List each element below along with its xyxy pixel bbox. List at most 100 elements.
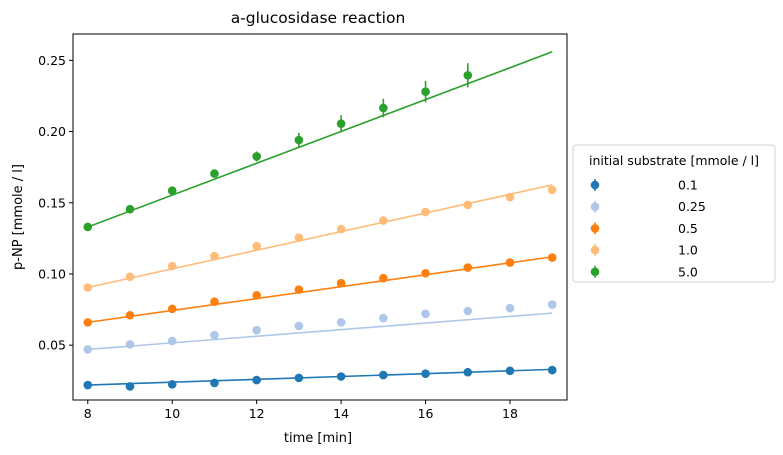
data-point [167, 261, 177, 271]
data-point [379, 216, 388, 225]
data-point [125, 204, 135, 214]
legend-item: 0.1 [590, 178, 698, 193]
data-point [125, 340, 135, 349]
fit-line [87, 312, 553, 351]
data-point [547, 300, 557, 309]
data-point [294, 373, 304, 383]
data-point [336, 372, 346, 381]
fit-line [87, 256, 553, 324]
legend-label: 0.25 [678, 199, 706, 214]
data-point [421, 369, 430, 378]
data-point [379, 273, 388, 283]
x-axis-label: time [min] [284, 431, 352, 446]
legend-marker [590, 267, 600, 277]
legend-label: 1.0 [678, 243, 698, 258]
data-point [210, 330, 219, 340]
legend-frame [572, 144, 776, 283]
y-tick-label: 0.10 [38, 266, 66, 281]
data-point [252, 241, 261, 251]
data-point [167, 380, 177, 389]
data-point [83, 318, 93, 327]
data-point [210, 169, 219, 178]
data-point [167, 304, 177, 314]
legend-item: 1.0 [590, 243, 698, 258]
data-point [83, 222, 93, 232]
fit-line [87, 368, 553, 386]
data-point [83, 380, 93, 390]
data-point [463, 306, 473, 316]
series-0.5 [83, 253, 557, 327]
y-tick-label: 0.25 [38, 53, 66, 68]
data-point [379, 313, 388, 323]
data-point [125, 272, 135, 282]
x-axis: 8 10 12 14 16 18 [84, 400, 518, 421]
legend-item: 5.0 [590, 264, 698, 279]
data-point [336, 318, 346, 327]
data-point [463, 263, 473, 272]
data-point [252, 291, 261, 300]
data-point [210, 378, 219, 388]
series-0.1 [83, 365, 557, 391]
legend-item: 0.25 [590, 199, 706, 214]
data-point [421, 87, 430, 96]
x-tick-label: 18 [502, 406, 518, 421]
y-axis-label: p-NP [mmole / l] [11, 164, 26, 270]
data-point [252, 375, 261, 385]
data-point [294, 321, 304, 331]
data-point [463, 70, 473, 80]
x-tick-label: 16 [418, 406, 434, 421]
data-point [463, 200, 473, 210]
data-point [336, 224, 346, 234]
legend-title: initial substrate [mmole / l] [589, 153, 759, 168]
data-point [336, 119, 346, 129]
legend-item: 0.5 [590, 221, 698, 236]
data-point [167, 186, 177, 195]
fit-line [87, 51, 553, 228]
legend: initial substrate [mmole / l] 0.1 0.25 0.5… [572, 144, 776, 283]
x-tick-label: 8 [84, 406, 92, 421]
data-point [421, 268, 430, 278]
y-tick-label: 0.05 [38, 338, 66, 353]
x-tick-label: 10 [164, 406, 180, 421]
data-point [547, 365, 557, 375]
data-point [547, 253, 557, 262]
legend-label: 5.0 [678, 264, 698, 279]
series-0.25 [83, 300, 557, 354]
data-point [463, 367, 473, 377]
data-point [167, 336, 177, 346]
legend-marker [590, 224, 600, 233]
data-point [379, 370, 388, 380]
data-point [83, 283, 93, 292]
x-tick-label: 12 [249, 406, 265, 421]
chart-title: a-glucosidase reaction [231, 9, 406, 27]
legend-marker [590, 202, 600, 211]
legend-marker [590, 180, 600, 190]
plot-frame [72, 33, 568, 401]
data-point [336, 278, 346, 288]
data-point [505, 366, 515, 376]
plot-area [83, 51, 557, 391]
data-point [83, 345, 93, 354]
data-point [210, 297, 219, 307]
series-1.0 [83, 184, 557, 292]
legend-label: 0.5 [678, 221, 698, 236]
data-point [252, 152, 261, 161]
fit-line [87, 184, 553, 289]
legend-label: 0.1 [678, 178, 698, 193]
data-point [421, 309, 430, 319]
legend-items: 0.1 0.25 0.5 1.0 5.0 [590, 178, 706, 279]
y-tick-label: 0.15 [38, 195, 66, 210]
data-point [210, 251, 219, 261]
data-point [294, 285, 304, 294]
data-point [547, 185, 557, 195]
data-point [294, 135, 304, 145]
data-point [505, 192, 515, 202]
series-5.0 [83, 51, 553, 232]
data-point [252, 325, 261, 335]
data-point [125, 310, 135, 320]
data-point [125, 382, 135, 391]
x-tick-label: 14 [333, 406, 349, 421]
data-point [505, 258, 515, 267]
legend-marker [590, 245, 600, 255]
